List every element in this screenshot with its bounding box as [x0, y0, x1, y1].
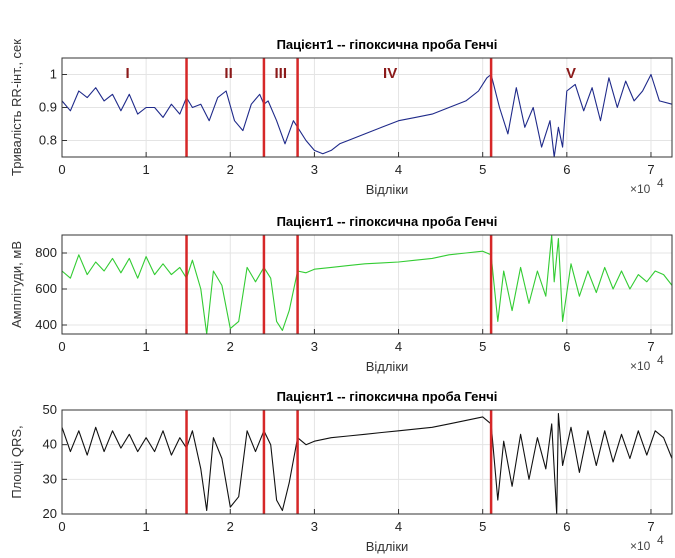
- x-tick-label: 5: [479, 339, 486, 354]
- x-tick-label: 3: [311, 339, 318, 354]
- phase-label: III: [275, 65, 288, 82]
- x-axis-label: Відліки: [366, 359, 409, 374]
- x-axis-exponent: ×10: [630, 359, 651, 373]
- y-tick-label: 0.8: [39, 133, 57, 148]
- y-tick-label: 0.9: [39, 100, 57, 115]
- x-tick-label: 2: [227, 162, 234, 177]
- x-tick-label: 2: [227, 339, 234, 354]
- x-tick-label: 7: [647, 339, 654, 354]
- x-axis-exponent-power: 4: [657, 533, 664, 547]
- axes-frame: [61, 409, 673, 515]
- chart-title: Пацієнт1 -- гіпоксична проба Генчі: [277, 389, 498, 404]
- x-axis-exponent-power: 4: [657, 353, 664, 367]
- x-tick-label: 5: [479, 519, 486, 534]
- x-axis-label: Відліки: [366, 182, 409, 197]
- data-series-line: [61, 73, 673, 158]
- x-tick-label: 2: [227, 519, 234, 534]
- x-tick-label: 5: [479, 162, 486, 177]
- phase-label: V: [566, 65, 576, 82]
- x-tick-label: 6: [563, 519, 570, 534]
- x-axis-exponent: ×10: [630, 539, 651, 553]
- y-axis-label: Площі QRS,: [9, 425, 24, 498]
- y-tick-label: 400: [35, 317, 57, 332]
- y-tick-label: 800: [35, 245, 57, 260]
- phase-label: I: [126, 65, 130, 82]
- x-tick-label: 1: [143, 162, 150, 177]
- phase-label: II: [224, 65, 232, 82]
- data-series-line: [61, 412, 673, 515]
- x-tick-label: 1: [143, 519, 150, 534]
- x-tick-label: 6: [563, 162, 570, 177]
- y-tick-label: 1: [50, 67, 57, 82]
- y-tick-label: 20: [43, 506, 57, 521]
- y-tick-label: 30: [43, 471, 57, 486]
- y-tick-label: 50: [43, 402, 57, 417]
- x-tick-label: 7: [647, 519, 654, 534]
- phase-label: IV: [383, 65, 397, 82]
- x-tick-label: 0: [58, 162, 65, 177]
- x-axis-exponent: ×10: [630, 182, 651, 196]
- axes-frame: [61, 234, 673, 335]
- chart-panel-3: Пацієнт1 -- гіпоксична проба Генчі 0 1 2 3 4 5…: [9, 389, 673, 554]
- chart-title: Пацієнт1 -- гіпоксична проба Генчі: [277, 37, 498, 52]
- x-tick-label: 4: [395, 162, 402, 177]
- y-axis-label: Амплітуди, мВ: [9, 241, 24, 328]
- x-axis-label: Відліки: [366, 539, 409, 554]
- data-series-line: [61, 234, 673, 335]
- x-axis-exponent-power: 4: [657, 176, 664, 190]
- y-tick-label: 40: [43, 437, 57, 452]
- x-tick-label: 6: [563, 339, 570, 354]
- y-axis-label: Тривалість RR-інт., сек: [9, 39, 24, 176]
- x-tick-label: 0: [58, 339, 65, 354]
- y-tick-label: 600: [35, 281, 57, 296]
- x-tick-label: 4: [395, 339, 402, 354]
- x-tick-label: 3: [311, 519, 318, 534]
- chart-panel-2: Пацієнт1 -- гіпоксична проба Генчі 0 1 2 3 4 5…: [9, 214, 673, 374]
- x-tick-label: 0: [58, 519, 65, 534]
- x-tick-label: 3: [311, 162, 318, 177]
- x-tick-label: 4: [395, 519, 402, 534]
- chart-title: Пацієнт1 -- гіпоксична проба Генчі: [277, 214, 498, 229]
- x-tick-label: 7: [647, 162, 654, 177]
- x-tick-label: 1: [143, 339, 150, 354]
